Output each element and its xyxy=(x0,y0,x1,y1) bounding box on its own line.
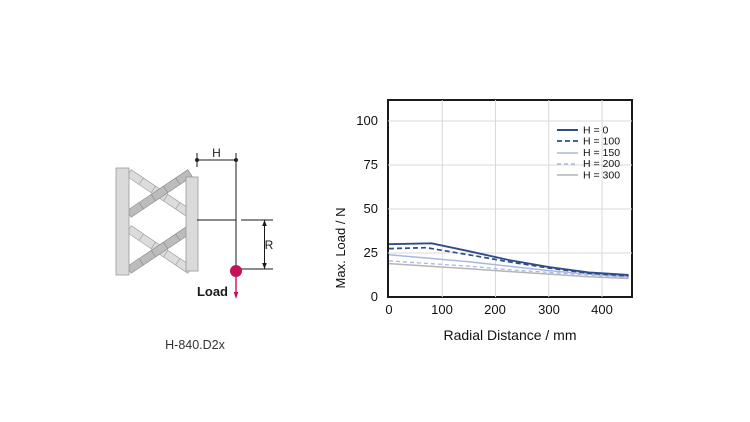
svg-text:Max. Load / N: Max. Load / N xyxy=(333,208,348,289)
svg-text:25: 25 xyxy=(364,245,378,260)
svg-text:300: 300 xyxy=(538,302,560,317)
svg-text:50: 50 xyxy=(364,201,378,216)
svg-text:0: 0 xyxy=(385,302,392,317)
svg-text:Load: Load xyxy=(197,284,228,299)
svg-text:200: 200 xyxy=(484,302,506,317)
svg-text:Radial Distance / mm: Radial Distance / mm xyxy=(443,327,576,343)
svg-text:0: 0 xyxy=(371,289,378,304)
svg-text:H = 300: H = 300 xyxy=(583,170,620,182)
svg-text:H = 200: H = 200 xyxy=(583,158,620,170)
svg-text:400: 400 xyxy=(591,302,613,317)
svg-text:100: 100 xyxy=(356,113,378,128)
svg-text:75: 75 xyxy=(364,157,378,172)
svg-text:H = 100: H = 100 xyxy=(583,136,620,148)
svg-text:H: H xyxy=(212,146,221,160)
svg-text:H-840.D2x: H-840.D2x xyxy=(165,338,225,352)
svg-text:R: R xyxy=(265,238,274,252)
svg-text:100: 100 xyxy=(431,302,453,317)
